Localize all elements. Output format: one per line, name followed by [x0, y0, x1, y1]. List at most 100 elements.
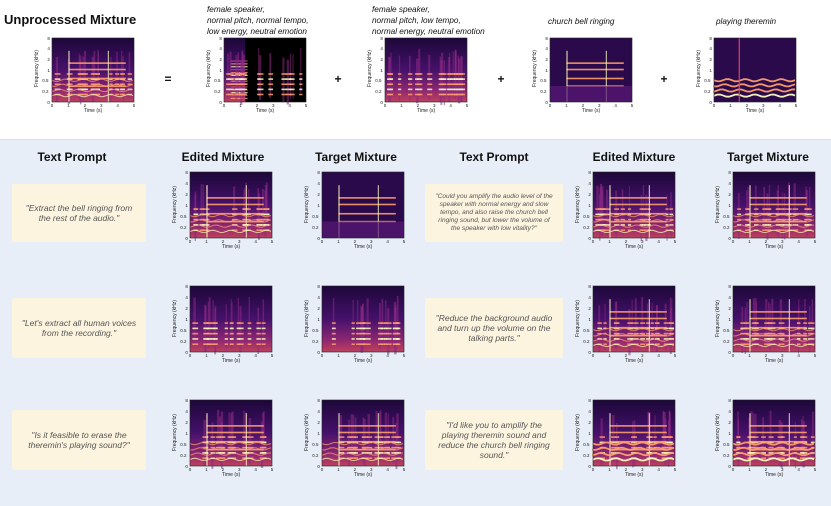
speech-harmonic: [427, 83, 433, 86]
speech-harmonic: [127, 78, 132, 80]
speech-burst: [261, 188, 264, 236]
speech-burst: [640, 194, 643, 242]
y-tick-label: 0.5: [312, 213, 319, 219]
speech-harmonic: [351, 457, 357, 460]
speech-harmonic: [261, 343, 266, 346]
speech-burst: [747, 186, 749, 234]
speech-harmonic: [331, 343, 336, 346]
speech-harmonic: [394, 452, 400, 454]
y-tick-label: 1: [588, 430, 591, 436]
speech-harmonic: [383, 452, 390, 454]
y-axis-label: Frequency (kHz): [715, 413, 721, 451]
bell-partial: [609, 448, 667, 451]
speech-harmonic: [199, 224, 205, 226]
theremin-band: [592, 224, 675, 228]
speech-harmonic: [256, 208, 262, 210]
theremin-band: [713, 83, 796, 88]
speech-harmonic: [614, 208, 620, 210]
speech-harmonic: [213, 338, 218, 340]
speech-harmonic: [389, 93, 393, 96]
speech-harmonic: [767, 208, 772, 210]
x-tick-label: 1: [337, 239, 340, 244]
speech-harmonic: [228, 83, 234, 86]
harmonic: [230, 86, 248, 88]
spectrogram-frame: [732, 399, 816, 467]
header-edited-mixture-left: Edited Mixture: [181, 150, 265, 164]
speech-harmonic: [604, 208, 611, 210]
speech-harmonic: [751, 338, 757, 340]
y-tick-label: 0.2: [214, 88, 221, 94]
y-axis-label: Frequency (kHz): [696, 50, 702, 88]
speech-harmonic: [653, 436, 657, 438]
speech-harmonic: [807, 218, 812, 221]
speech-harmonic: [256, 332, 261, 335]
bell-partial: [206, 197, 264, 199]
speech-harmonic: [453, 93, 459, 96]
speech-harmonic: [386, 327, 392, 330]
speech-harmonic: [268, 88, 274, 91]
spectrogram-female-speaker-low-tempo: 8 4 2 1 0.5 0.2 0 0 1 2 3 4 5 Time (s) Frequency (kHz): [367, 35, 469, 116]
x-tick-label: 5: [132, 103, 136, 108]
bell-partial: [338, 203, 396, 206]
bell-partial: [206, 212, 264, 215]
y-tick-label: 0.2: [583, 452, 590, 458]
harmonic: [230, 69, 248, 71]
speech-harmonic: [374, 457, 380, 460]
bell-partial: [749, 317, 807, 320]
speech-harmonic: [378, 322, 383, 324]
speech-harmonic: [407, 93, 413, 96]
speech-harmonic: [386, 322, 392, 324]
speech-harmonic: [228, 93, 234, 96]
x-tick-label: 2: [764, 467, 768, 472]
x-tick-label: 2: [624, 353, 628, 358]
speech-harmonic: [81, 83, 87, 86]
speech-harmonic: [229, 343, 233, 346]
x-tick-label: 2: [221, 467, 225, 472]
spectrogram-svg: [592, 285, 676, 356]
speech-harmonic: [77, 93, 81, 96]
speech-burst: [647, 411, 650, 458]
speech-burst: [241, 50, 244, 96]
speech-burst: [193, 297, 196, 344]
speech-harmonic: [427, 78, 433, 80]
speech-harmonic: [448, 78, 452, 80]
x-tick-label: 1: [608, 353, 611, 358]
spectrogram-female-speaker-low-energy: 8 4 2 1 0.5 0.2 0 0 1 2 3 4 5 Time (s) Frequency (kHz): [206, 36, 308, 116]
speech-harmonic: [808, 322, 812, 324]
y-tick-label: 8: [380, 35, 383, 41]
prompt-text-1: "Extract the bell ringing from the rest …: [25, 203, 133, 223]
x-tick-label: 4: [386, 239, 389, 244]
x-tick-label: 3: [641, 467, 644, 472]
speech-harmonic: [387, 78, 392, 80]
speech-harmonic: [666, 436, 671, 438]
speech-harmonic: [378, 436, 384, 438]
spectrogram-theremin: 8 4 2 1 0.5 0.2 0 0 1 2 3 4 5 Time (s) Frequency (kHz): [696, 36, 798, 116]
speech-harmonic: [770, 322, 776, 324]
speech-harmonic: [391, 446, 397, 449]
speech-burst: [808, 186, 811, 234]
speech-harmonic: [54, 83, 61, 86]
spectrogram-frame: [321, 171, 405, 239]
y-tick-label: 0.2: [723, 338, 730, 344]
speech-harmonic: [365, 332, 371, 335]
y-tick-label: 1: [185, 202, 188, 208]
speech-harmonic: [285, 88, 292, 91]
speech-harmonic: [389, 78, 393, 80]
speech-harmonic: [384, 322, 388, 324]
x-tick-label: 2: [221, 353, 225, 358]
speech-harmonic: [633, 332, 639, 335]
x-tick-label: 3: [238, 467, 241, 472]
speech-harmonic: [356, 332, 360, 335]
speech-harmonic: [743, 343, 748, 346]
speech-burst: [811, 299, 814, 346]
speech-harmonic: [767, 229, 772, 232]
speech-burst: [257, 307, 260, 354]
speech-harmonic: [210, 436, 216, 438]
speech-burst: [616, 423, 618, 470]
x-tick-label: 0: [383, 103, 387, 108]
speech-harmonic: [247, 343, 252, 346]
speech-harmonic: [219, 452, 226, 454]
speech-harmonic: [453, 73, 459, 75]
x-tick-label: 5: [270, 353, 274, 358]
speech-burst: [225, 304, 227, 351]
